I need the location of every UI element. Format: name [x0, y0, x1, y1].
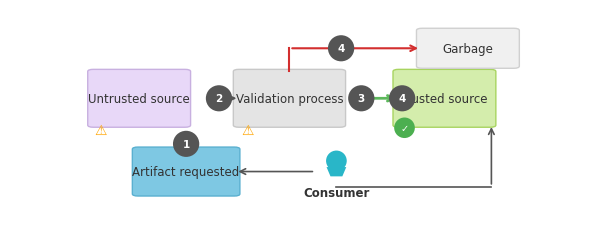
Text: 3: 3: [358, 94, 365, 104]
FancyBboxPatch shape: [416, 29, 519, 69]
Text: ✓: ✓: [401, 123, 408, 133]
Text: Trusted source: Trusted source: [401, 92, 488, 105]
Ellipse shape: [348, 86, 375, 112]
Text: Garbage: Garbage: [442, 43, 493, 55]
Ellipse shape: [328, 36, 355, 62]
FancyBboxPatch shape: [132, 147, 240, 196]
Text: ⚠: ⚠: [241, 123, 253, 137]
Ellipse shape: [206, 86, 232, 112]
FancyBboxPatch shape: [393, 70, 496, 128]
Text: 4: 4: [338, 44, 345, 54]
Text: ⚠: ⚠: [94, 123, 107, 137]
Polygon shape: [327, 167, 346, 176]
Text: 4: 4: [399, 94, 406, 104]
Text: 2: 2: [215, 94, 222, 104]
Ellipse shape: [173, 131, 199, 157]
FancyBboxPatch shape: [233, 70, 345, 128]
Text: Consumer: Consumer: [303, 186, 370, 199]
Ellipse shape: [394, 118, 415, 138]
Text: Artifact requested: Artifact requested: [133, 165, 240, 178]
Text: Untrusted source: Untrusted source: [88, 92, 190, 105]
Text: Validation process: Validation process: [236, 92, 343, 105]
FancyBboxPatch shape: [88, 70, 190, 128]
Text: 1: 1: [182, 139, 190, 149]
Ellipse shape: [326, 151, 347, 171]
Ellipse shape: [389, 86, 415, 112]
